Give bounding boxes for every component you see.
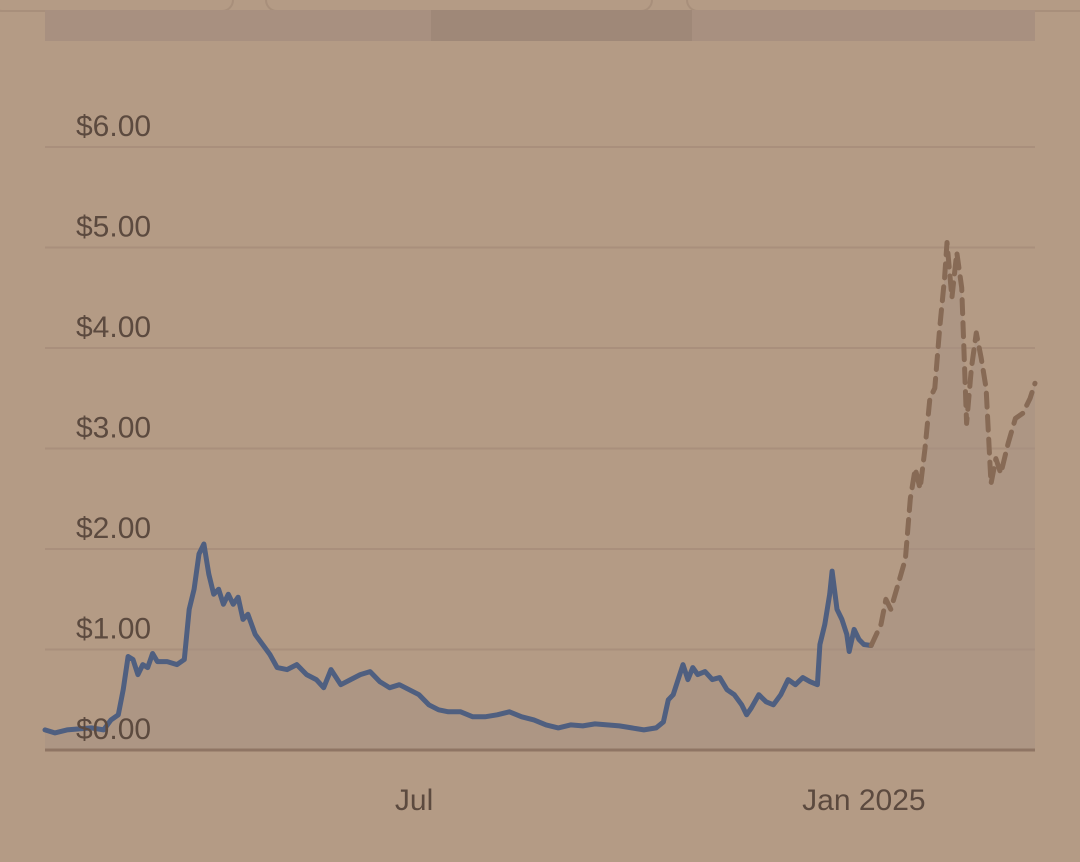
grid-lines [45, 146, 1035, 651]
y-tick-label: $2.00 [76, 512, 151, 545]
x-tick-label: Jan 2025 [802, 784, 925, 817]
y-tick-label: $4.00 [76, 311, 151, 344]
price-area-fill [45, 242, 1035, 750]
x-tick-label: Jul [395, 784, 433, 817]
y-tick-label: $0.00 [76, 713, 151, 746]
historical-price-line [42, 541, 874, 736]
y-tick-label: $5.00 [76, 211, 151, 244]
range-selector[interactable] [45, 10, 1035, 41]
y-axis-ticks: $0.00 $1.00 $2.00 $3.00 $4.00 $5.00 $6.00 [76, 110, 151, 746]
y-tick-label: $1.00 [76, 613, 151, 646]
y-tick-label: $6.00 [76, 110, 151, 143]
range-selector-thumb[interactable] [431, 10, 692, 41]
y-tick-label: $3.00 [76, 412, 151, 445]
projected-price-line [868, 240, 1038, 648]
x-axis-ticks: Jul Jan 2025 [395, 784, 926, 817]
